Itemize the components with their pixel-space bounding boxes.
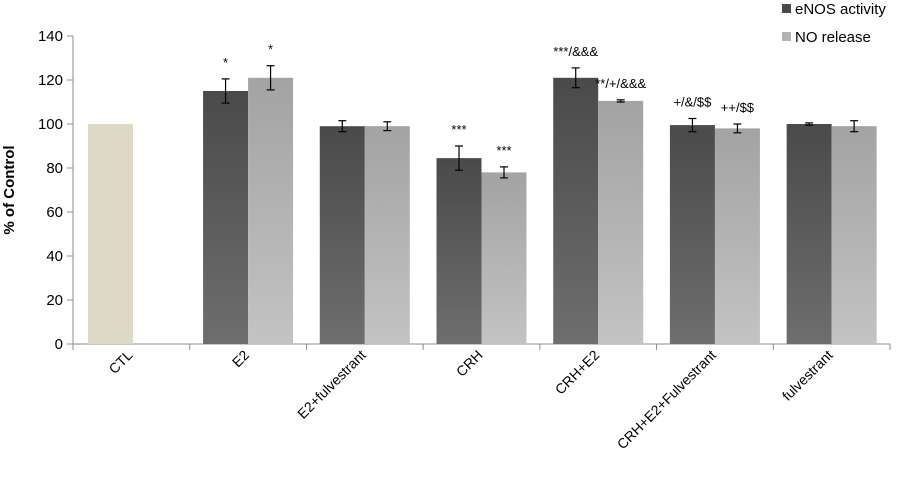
error-bar xyxy=(616,99,625,103)
error-bar xyxy=(221,78,230,104)
significance-label: *** xyxy=(496,143,511,158)
significance-label: ***/&&& xyxy=(553,44,598,59)
error-bar xyxy=(455,145,463,171)
bar-control xyxy=(88,124,133,344)
bar-no-release xyxy=(248,77,294,345)
error-bar xyxy=(338,120,347,133)
error-bar xyxy=(733,123,742,134)
legend: eNOS activity NO release xyxy=(782,1,886,46)
legend-label-no: NO release xyxy=(795,29,871,46)
x-tick-label: CRH+E2 xyxy=(552,347,603,398)
significance-label: * xyxy=(223,55,228,70)
x-tick-label: CRH xyxy=(453,347,486,380)
y-tick-label: 80 xyxy=(46,160,63,177)
bar-no-release xyxy=(481,172,527,344)
bar-enos-activity xyxy=(436,158,482,344)
error-bar xyxy=(850,120,859,133)
bar-enos-activity xyxy=(319,126,365,344)
significance-label: **/+/&&& xyxy=(595,76,646,91)
y-tick-label: 20 xyxy=(46,292,63,309)
significance-label: * xyxy=(268,42,273,57)
bar-enos-activity xyxy=(553,77,599,345)
significance-label: ++/$$ xyxy=(721,100,755,115)
legend-swatch-no xyxy=(782,32,791,41)
error-bar xyxy=(571,67,580,89)
error-bar xyxy=(383,121,392,132)
bar-no-release xyxy=(364,126,410,344)
y-tick-label: 40 xyxy=(46,248,63,265)
error-bar xyxy=(500,166,508,179)
y-tick-label: 100 xyxy=(38,116,63,133)
bar-enos-activity xyxy=(203,91,249,344)
x-tick-label: CTL xyxy=(105,347,135,377)
bar-no-release xyxy=(598,100,644,345)
y-axis-label: % of Control xyxy=(1,145,18,234)
bar-enos-activity xyxy=(669,125,715,344)
x-tick-label: E2 xyxy=(229,347,253,371)
legend-swatch-enos xyxy=(782,4,791,13)
bars xyxy=(88,65,877,345)
x-tick-label: fulvestrant xyxy=(779,347,836,404)
significance-label: *** xyxy=(451,122,466,137)
y-tick-label: 0 xyxy=(55,336,63,353)
x-tick-label: CRH+E2+Fulvestrant xyxy=(614,347,719,452)
y-tick-label: 60 xyxy=(46,204,63,221)
bar-no-release xyxy=(714,128,760,344)
error-bar xyxy=(805,122,814,126)
bar-no-release xyxy=(831,126,877,344)
y-tick-label: 140 xyxy=(38,28,63,45)
significance-label: +/&/$$ xyxy=(673,95,712,110)
error-bar xyxy=(688,117,697,133)
x-tick-label: E2+fulvestrant xyxy=(294,347,369,422)
legend-label-enos: eNOS activity xyxy=(795,1,886,18)
y-tick-label: 120 xyxy=(38,72,63,89)
bar-enos-activity xyxy=(786,124,832,344)
error-bar xyxy=(266,65,275,91)
